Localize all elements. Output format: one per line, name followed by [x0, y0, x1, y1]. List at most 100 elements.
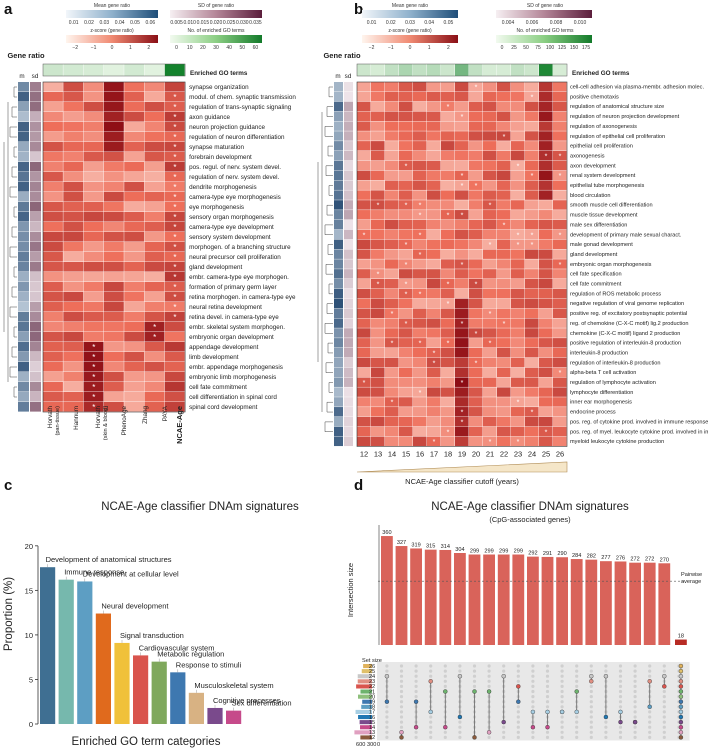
b-star: *: [531, 242, 534, 249]
b-ratio-sd: [344, 377, 353, 387]
a-heat-cell: [43, 212, 63, 222]
d-set-bar: [360, 725, 372, 730]
b-heat-cell: [483, 239, 497, 250]
b-heat-cell: [455, 288, 469, 299]
d-set-value: 18: [369, 705, 375, 711]
b-ratio-sd: [344, 269, 353, 279]
b-heat-cell: [553, 150, 567, 161]
b-heat-cell: [399, 387, 413, 397]
a-heat-cell: [124, 292, 145, 302]
b-heat-cell: [385, 269, 399, 279]
b-heat-cell: [483, 318, 497, 328]
d-dot-empty: [633, 710, 637, 714]
b-heat-cell: [511, 367, 525, 378]
a-heat-cell: [144, 182, 165, 192]
b-heat-cell: [469, 377, 483, 387]
panel-label-c: c: [4, 477, 12, 494]
a-heat-cell: [83, 142, 104, 152]
a-heat-cell: [83, 382, 104, 392]
d-bar: [675, 639, 687, 645]
b-heat-cell: [553, 239, 567, 250]
b-star: *: [419, 252, 422, 259]
d-set-value: 21: [369, 689, 375, 695]
b-star: *: [503, 134, 506, 141]
d-dot-empty: [648, 715, 652, 719]
a-heat-cell: [103, 382, 124, 392]
b-dendro-branch: [324, 323, 333, 334]
a-star: *: [173, 103, 176, 112]
b-heat-cell: [469, 367, 483, 378]
b-heat-cell: [357, 298, 371, 309]
d-dot-empty: [604, 725, 608, 729]
b-heat-cell: [469, 150, 483, 161]
d-dot: [589, 674, 594, 679]
d-dot-empty: [487, 669, 491, 673]
d-dot-empty: [618, 725, 623, 729]
a-heat-cell: [83, 122, 104, 132]
b-ratio-mean: [334, 377, 343, 387]
d-dot: [574, 709, 579, 715]
d-dot-empty: [589, 664, 593, 668]
d-bar: [410, 548, 422, 645]
d-dot-empty: [633, 715, 637, 719]
b-heat-cell: [497, 101, 511, 112]
a-heat-cell: [164, 232, 185, 242]
a-ratio-sd: [30, 212, 41, 222]
b-heat-cell: [469, 190, 483, 200]
b-heat-cell: [441, 436, 455, 447]
c-bars: [40, 567, 242, 724]
b-heat-cell: [441, 141, 455, 151]
b-cb-n-tick: 50: [523, 45, 529, 51]
c-category-label: Cardiovascular system: [139, 643, 215, 652]
b-heat-cell: [539, 436, 553, 447]
c-category-label: Neural development: [101, 602, 169, 611]
b-heat-cell: [427, 249, 441, 259]
b-heat-cell: [385, 150, 399, 161]
b-ratio-mean: [334, 101, 343, 112]
b-heat-cell: [427, 397, 441, 407]
a-ratio-sd: [30, 312, 41, 322]
b-cb-sd-title: SD of gene ratio: [527, 3, 563, 9]
b-heat-cell: [539, 367, 553, 378]
b-heat-cell: [427, 436, 441, 447]
a-heat-cell: [43, 222, 63, 232]
d-dot-empty: [399, 664, 404, 668]
b-heat-cell: [413, 407, 427, 417]
d-dot-empty: [516, 664, 520, 668]
b-heat-cell: [525, 269, 539, 279]
a-star: *: [92, 343, 95, 352]
d-bar-label: 272: [630, 557, 639, 563]
b-row-label: negative regulation of viral genome repl…: [570, 301, 684, 307]
c-y-tick-label: 0: [29, 720, 33, 729]
b-star: *: [405, 262, 408, 269]
d-set-bar: [358, 715, 372, 720]
d-dot: [413, 725, 419, 730]
b-dendro-branch: [328, 382, 333, 393]
a-heat-cell: [43, 92, 63, 102]
a-heat-cell: [164, 382, 185, 392]
b-heat-cell: [497, 338, 511, 348]
b-ratio-mean: [334, 91, 343, 102]
b-heat-cell: [469, 91, 483, 102]
b-heat-cell: [525, 200, 539, 210]
a-heat-cell: [124, 82, 145, 92]
a-ratio-sd: [30, 112, 41, 122]
a-heat-cell: [63, 302, 84, 312]
a-star: *: [153, 333, 156, 342]
d-dot-empty: [633, 669, 637, 673]
b-heat-cell: [553, 407, 567, 417]
a-star: *: [173, 213, 176, 222]
b-star: *: [461, 262, 464, 269]
b-heat-cell: [483, 288, 497, 299]
a-row-label: pos. regul. of nerv. system devel.: [189, 164, 281, 171]
b-heat-cell: [553, 269, 567, 279]
a-ratio-mean: [18, 302, 29, 312]
b-heat-cell: [553, 131, 567, 141]
b-heat-cell: [371, 377, 385, 387]
d-bar-label: 299: [514, 549, 523, 555]
b-heat-cell: [385, 426, 399, 437]
a-heat-cell: [124, 302, 145, 312]
b-heat-cell: [371, 279, 385, 289]
d-dot-empty: [575, 684, 579, 689]
